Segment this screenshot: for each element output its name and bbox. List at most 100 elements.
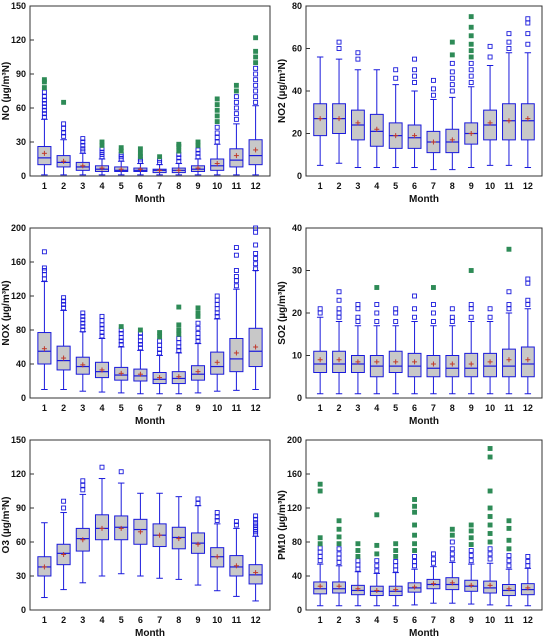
box-month-4 xyxy=(94,139,110,176)
outlier-point xyxy=(506,46,512,51)
outlier-point xyxy=(412,293,418,299)
y-tick-label: 40 xyxy=(292,223,302,233)
x-tick-label: 3 xyxy=(80,615,85,625)
far-outlier-point xyxy=(412,541,418,547)
y-tick-label: 200 xyxy=(287,435,302,445)
outlier-point xyxy=(253,71,259,77)
outlier-point xyxy=(374,563,380,569)
outlier-point xyxy=(233,116,239,122)
outlier-point xyxy=(61,121,67,127)
outlier-point xyxy=(506,39,512,45)
outlier-point xyxy=(525,276,531,282)
outlier-point xyxy=(157,338,163,344)
outlier-point xyxy=(336,555,342,561)
far-outlier-point xyxy=(355,541,361,547)
x-tick-label: 4 xyxy=(374,615,379,625)
far-outlier-point xyxy=(214,102,220,108)
outlier-point xyxy=(195,150,201,156)
box-month-6 xyxy=(407,56,422,168)
outlier-point xyxy=(80,310,86,316)
x-tick-label: 2 xyxy=(337,403,342,413)
x-tick-label: 4 xyxy=(99,181,104,191)
x-tick-label: 6 xyxy=(412,181,417,191)
outlier-point xyxy=(449,546,455,552)
outlier-point xyxy=(118,330,124,336)
x-tick-label: 12 xyxy=(251,615,261,625)
outlier-point xyxy=(355,50,361,56)
outlier-point xyxy=(374,310,380,316)
outlier-point xyxy=(253,229,259,235)
far-outlier-point xyxy=(487,488,493,494)
y-tick-label: 120 xyxy=(287,503,302,513)
outlier-point xyxy=(468,73,474,79)
outlier-point xyxy=(41,97,47,103)
far-outlier-point xyxy=(336,526,342,532)
box-month-11 xyxy=(229,245,244,391)
outlier-point xyxy=(233,94,239,100)
outlier-point xyxy=(317,310,323,316)
x-tick-label: 11 xyxy=(504,181,514,191)
far-outlier-point xyxy=(355,554,361,559)
box-month-10 xyxy=(483,43,497,166)
box-month-12 xyxy=(248,225,263,390)
far-outlier-point xyxy=(317,488,323,494)
box-month-8 xyxy=(171,304,186,395)
outlier-point xyxy=(195,154,201,160)
outlier-point xyxy=(195,325,201,331)
far-outlier-point xyxy=(137,327,143,333)
outlier-point xyxy=(374,568,380,574)
far-outlier-point xyxy=(336,534,342,540)
far-outlier-point xyxy=(253,60,259,66)
outlier-point xyxy=(99,464,105,470)
outlier-point xyxy=(506,558,512,564)
outlier-point xyxy=(412,559,418,564)
outlier-point xyxy=(412,563,418,569)
far-outlier-point xyxy=(317,481,323,487)
outlier-point xyxy=(214,313,220,319)
outlier-point xyxy=(80,317,86,323)
y-tick-label: 160 xyxy=(287,469,302,479)
box-month-6 xyxy=(133,492,148,577)
outlier-point xyxy=(393,306,399,312)
box-month-6 xyxy=(133,327,148,395)
x-tick-label: 6 xyxy=(138,615,143,625)
x-tick-label: 5 xyxy=(393,615,398,625)
box-month-1 xyxy=(313,481,328,607)
y-tick-label: 120 xyxy=(11,35,26,45)
far-outlier-point xyxy=(214,107,220,113)
far-outlier-point xyxy=(506,518,512,524)
far-outlier-point xyxy=(430,285,436,290)
box-month-10 xyxy=(210,510,225,592)
outlier-point xyxy=(99,313,105,319)
outlier-point xyxy=(253,261,259,267)
far-outlier-point xyxy=(233,82,239,88)
far-outlier-point xyxy=(195,305,201,311)
x-tick-label: 5 xyxy=(393,181,398,191)
box-month-6 xyxy=(133,146,148,176)
x-tick-label: 10 xyxy=(212,403,222,413)
x-tick-label: 1 xyxy=(42,615,47,625)
x-tick-label: 2 xyxy=(337,181,342,191)
outlier-point xyxy=(157,350,163,356)
box-month-12 xyxy=(520,554,535,607)
outlier-point xyxy=(253,99,259,105)
outlier-point xyxy=(41,104,47,110)
box-month-7 xyxy=(152,330,167,395)
box-month-8 xyxy=(445,526,460,604)
outlier-point xyxy=(449,314,455,320)
outlier-point xyxy=(61,298,67,304)
y-axis-label: SO2 (µg/m³N) xyxy=(277,281,288,345)
outlier-point xyxy=(214,135,220,140)
far-outlier-point xyxy=(374,542,380,548)
outlier-point xyxy=(412,56,418,62)
outlier-point xyxy=(468,67,474,73)
x-tick-label: 3 xyxy=(355,181,360,191)
x-tick-label: 4 xyxy=(99,403,104,413)
y-axis-label: PM10 (µg/m³N) xyxy=(277,490,288,560)
outlier-point xyxy=(253,251,259,256)
iqr-box xyxy=(483,352,497,378)
x-tick-label: 2 xyxy=(61,403,66,413)
box-month-2 xyxy=(56,295,71,390)
